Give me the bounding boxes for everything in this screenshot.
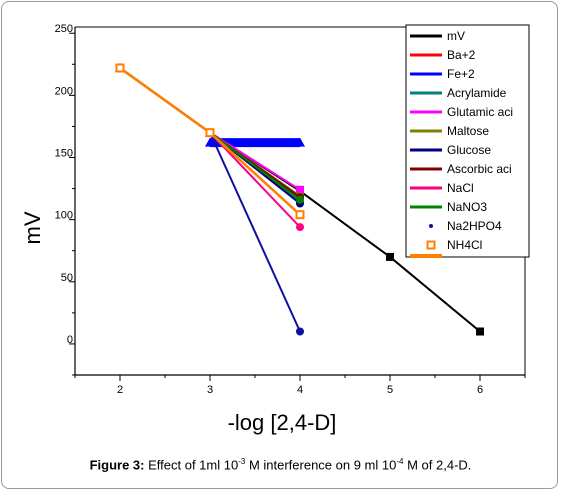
series-nacl (116, 64, 304, 232)
series-layer (115, 63, 484, 336)
legend-item: Glutamic aci (410, 105, 513, 119)
y-axis-label: mV (20, 211, 45, 244)
y-tick-label: 150 (55, 148, 73, 160)
legend-label: NaNO3 (447, 200, 487, 214)
legend-item: Ba+2 (410, 48, 476, 62)
legend-item: Na2HPO4 (429, 219, 502, 233)
legend-marker (426, 240, 436, 250)
caption-exp-1: -3 (238, 457, 246, 466)
x-tick-label: 6 (477, 384, 483, 396)
x-tick-label: 2 (117, 384, 123, 396)
legend-item: Fe+2 (410, 67, 475, 81)
figure-caption: Figure 3: Effect of 1ml 10-3 M interfere… (0, 457, 561, 472)
legend-label: Maltose (447, 124, 489, 138)
legend-item: NaCl (410, 181, 474, 195)
legend-label: mV (447, 29, 465, 43)
legend-item: Acrylamide (410, 86, 507, 100)
axes-layer: 0 50 100 150 200 250 2 3 4 5 6 (55, 23, 526, 396)
series-line (119, 67, 301, 228)
legend-item: Glucose (410, 143, 491, 157)
legend-label: Ascorbic aci (447, 162, 512, 176)
caption-text-3: M of 2,4-D. (403, 457, 472, 473)
data-point (115, 63, 125, 73)
x-tick-label: 5 (387, 384, 393, 396)
x-tick-label: 4 (297, 384, 303, 396)
series-na2hpo4 (116, 64, 304, 336)
legend-label: NaCl (447, 181, 474, 195)
data-point (386, 252, 394, 261)
legend-box (405, 24, 530, 258)
caption-text-1: Effect of 1ml 10 (148, 457, 239, 473)
legend-label: Acrylamide (447, 86, 507, 100)
data-point (205, 137, 215, 147)
y-tick-label: 250 (55, 23, 73, 35)
caption-exp-2: -4 (396, 457, 404, 466)
legend: mV Ba+2 Fe+2 Acrylamide Glutamic aci Maltose G… (405, 24, 530, 258)
legend-label: Glutamic aci (447, 105, 513, 119)
legend-label: Na2HPO4 (447, 219, 502, 233)
caption-text-2: M interference on 9 ml 10 (245, 457, 397, 473)
legend-item: NH4Cl (410, 238, 482, 258)
legend-item: Maltose (410, 124, 489, 138)
legend-item: mV (410, 29, 465, 43)
data-point (296, 223, 304, 232)
data-point (295, 137, 305, 147)
legend-label: Glucose (447, 143, 491, 157)
y-tick-label: 200 (55, 85, 73, 97)
legend-item: Ascorbic aci (410, 162, 512, 176)
legend-marker (429, 224, 433, 228)
caption-label: Figure 3: (89, 457, 145, 473)
data-point (296, 195, 304, 204)
data-point (476, 327, 484, 336)
legend-label: Fe+2 (447, 67, 475, 81)
legend-item: NaNO3 (410, 200, 487, 214)
data-point (296, 327, 304, 336)
legend-label: Ba+2 (447, 48, 476, 62)
legend-label: NH4Cl (447, 238, 482, 252)
y-tick-label: 100 (55, 210, 73, 222)
y-tick-label: 50 (61, 272, 73, 284)
x-axis-label: -log [2,4-D] (228, 410, 337, 435)
series-nh4cl (115, 63, 305, 220)
data-point (295, 210, 305, 220)
x-tick-label: 3 (207, 384, 213, 396)
data-point (205, 128, 215, 138)
data-point (296, 185, 304, 194)
y-tick-label: 0 (67, 334, 73, 346)
